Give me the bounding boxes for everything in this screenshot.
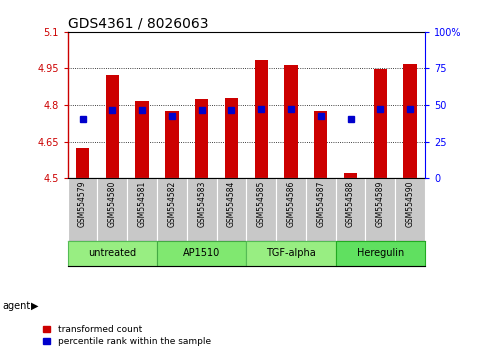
Bar [306, 178, 336, 241]
Bar [135, 102, 149, 178]
Bar [336, 178, 366, 241]
Text: GSM554583: GSM554583 [197, 181, 206, 227]
Bar [157, 241, 246, 266]
Text: GDS4361 / 8026063: GDS4361 / 8026063 [68, 17, 208, 31]
Bar [314, 111, 327, 178]
Text: ▶: ▶ [31, 301, 39, 311]
Legend: transformed count, percentile rank within the sample: transformed count, percentile rank withi… [43, 325, 211, 346]
Text: GSM554579: GSM554579 [78, 181, 87, 227]
Bar [225, 98, 238, 178]
Text: agent: agent [2, 301, 30, 311]
Bar [284, 65, 298, 178]
Text: GSM554581: GSM554581 [138, 181, 146, 227]
Text: TGF-alpha: TGF-alpha [266, 248, 316, 258]
Text: GSM554580: GSM554580 [108, 181, 117, 227]
Bar [165, 111, 179, 178]
Text: GSM554586: GSM554586 [286, 181, 296, 227]
Bar [157, 178, 187, 241]
Bar [276, 178, 306, 241]
Bar [255, 60, 268, 178]
Text: GSM554584: GSM554584 [227, 181, 236, 227]
Text: Heregulin: Heregulin [357, 248, 404, 258]
Bar [106, 75, 119, 178]
Bar [127, 178, 157, 241]
Bar [68, 178, 98, 241]
Bar [336, 241, 425, 266]
Bar [366, 178, 395, 241]
Bar [98, 178, 127, 241]
Text: GSM554587: GSM554587 [316, 181, 325, 227]
Bar [246, 241, 336, 266]
Bar [216, 178, 246, 241]
Text: GSM554590: GSM554590 [406, 181, 414, 227]
Text: GSM554582: GSM554582 [168, 181, 176, 227]
Bar [76, 148, 89, 178]
Bar [374, 69, 387, 178]
Bar [68, 241, 157, 266]
Text: AP1510: AP1510 [183, 248, 220, 258]
Text: untreated: untreated [88, 248, 136, 258]
Bar [187, 178, 216, 241]
Bar [246, 178, 276, 241]
Bar [395, 178, 425, 241]
Text: GSM554585: GSM554585 [257, 181, 266, 227]
Text: GSM554589: GSM554589 [376, 181, 385, 227]
Bar [195, 99, 208, 178]
Bar [403, 64, 417, 178]
Text: GSM554588: GSM554588 [346, 181, 355, 227]
Bar [344, 173, 357, 178]
